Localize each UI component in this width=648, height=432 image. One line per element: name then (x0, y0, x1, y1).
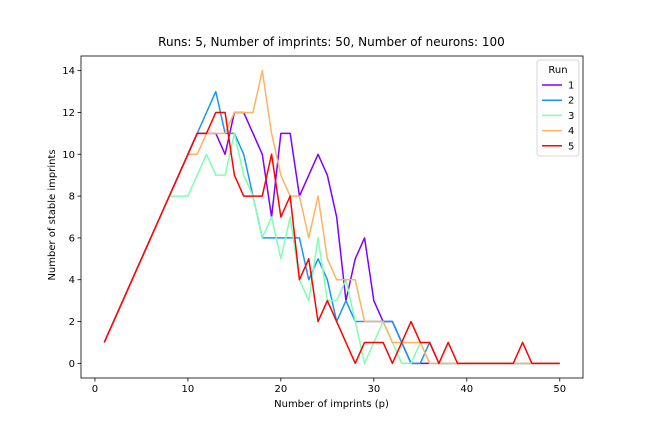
x-tick-label: 0 (92, 384, 98, 395)
legend-box (536, 59, 580, 157)
x-tick-label: 10 (182, 384, 195, 395)
legend-title: Run (548, 65, 567, 76)
legend-label-run-2: 2 (568, 96, 574, 107)
y-tick-label: 10 (62, 150, 75, 161)
y-tick-label: 6 (69, 233, 75, 244)
x-axis-label: Number of imprints (p) (274, 399, 389, 410)
axes-frame (80, 55, 584, 379)
y-tick-label: 0 (69, 359, 75, 370)
y-tick-label: 2 (69, 317, 75, 328)
x-tick-label: 40 (460, 384, 473, 395)
x-tick-label: 30 (367, 384, 380, 395)
y-tick-label: 12 (62, 108, 75, 119)
x-tick-label: 50 (553, 384, 566, 395)
legend-label-run-1: 1 (568, 81, 574, 92)
legend-label-run-3: 3 (568, 111, 574, 122)
y-tick-label: 4 (69, 275, 75, 286)
chart-title: Runs: 5, Number of imprints: 50, Number … (158, 35, 505, 49)
y-axis-label: Number of stable imprints (47, 149, 58, 280)
y-tick-label: 8 (69, 192, 75, 203)
series-line-run-5 (103, 111, 560, 365)
y-tick-label: 14 (62, 66, 75, 77)
legend-label-run-5: 5 (568, 141, 574, 152)
x-tick-label: 20 (275, 384, 288, 395)
legend-label-run-4: 4 (568, 126, 574, 137)
